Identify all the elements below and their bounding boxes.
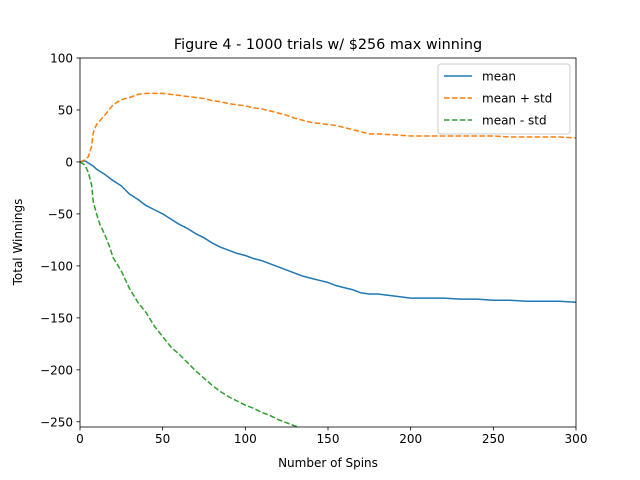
x-tick-label: 0 [76,432,84,446]
series-line-0 [80,160,576,304]
x-axis-label: Number of Spins [278,456,378,470]
legend-label-1: mean + std [482,92,552,106]
series-line-2 [80,161,299,427]
x-tick-label: 250 [482,432,505,446]
series-layer [80,92,576,427]
legend-label-0: mean [482,70,516,84]
x-tick-label: 300 [565,432,588,446]
y-tick-label: 0 [65,155,73,169]
x-tick-label: 50 [155,432,170,446]
legend-box [437,63,571,135]
y-tick-label: −150 [40,311,73,325]
y-tick-label: −50 [48,207,73,221]
y-axis-label: Total Winnings [11,199,25,287]
series-line-1 [80,92,576,163]
legend-label-2: mean - std [482,114,547,128]
x-tick-label: 150 [317,432,340,446]
x-tick-label: 200 [399,432,422,446]
y-tick-label: 100 [50,52,73,66]
x-tick-label: 100 [234,432,257,446]
ticks-layer: 0 50 100 150 200 250 300 100 50 0 −50 −100 −150 −200 −… [40,52,587,447]
y-tick-label: −100 [40,259,73,273]
y-tick-label: 50 [58,103,73,117]
y-tick-label: −250 [40,415,73,429]
legend: mean mean + std mean - std [437,63,571,135]
y-tick-label: −200 [40,363,73,377]
chart-title: Figure 4 - 1000 trials w/ $256 max winni… [174,37,482,53]
